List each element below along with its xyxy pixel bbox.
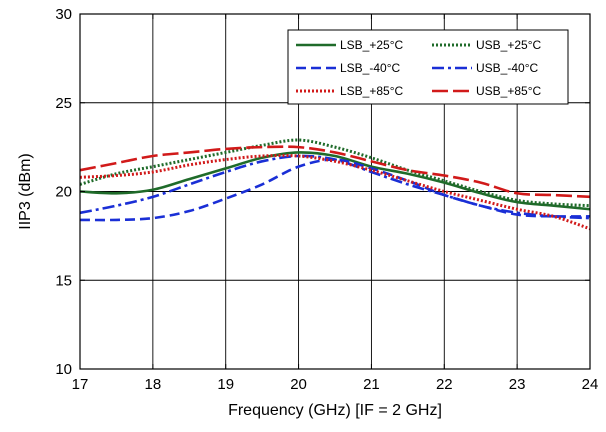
legend-label: LSB_+25°C: [340, 38, 404, 52]
x-tick-label: 20: [290, 376, 307, 393]
x-tick-label: 17: [72, 376, 89, 393]
series-line-lsb-25-c: [79, 151, 591, 211]
series-line-usb-85-c: [79, 145, 591, 199]
legend-label: USB_-40°C: [476, 61, 538, 75]
series-line-usb-40-c: [79, 154, 591, 220]
y-tick-label: 10: [55, 361, 72, 378]
y-tick-label: 15: [55, 272, 72, 289]
legend-label: USB_+25°C: [476, 38, 542, 52]
x-axis-title: Frequency (GHz) [IF = 2 GHz]: [228, 402, 442, 419]
x-tick-label: 22: [436, 376, 453, 393]
x-tick-label: 24: [582, 376, 599, 393]
x-tick-label: 21: [363, 376, 380, 393]
legend-label: LSB_+85°C: [340, 84, 404, 98]
legend: LSB_+25°C USB_+25°C LSB_-40°C USB_-40°C LSB_…: [287, 29, 569, 105]
legend-label: LSB_-40°C: [340, 61, 400, 75]
y-tick-label: 30: [55, 6, 72, 23]
series-line-usb-25-c: [79, 138, 591, 208]
y-axis-title: IIP3 (dBm): [17, 153, 34, 229]
series-line-lsb-85-c: [79, 153, 591, 231]
axis-ticks: 17 18 19 20 21 22 23 24 10 15 20 25 30: [55, 6, 598, 393]
x-tick-label: 19: [217, 376, 234, 393]
series-line-lsb-40-c: [79, 158, 591, 222]
y-tick-label: 20: [55, 184, 72, 201]
x-tick-label: 23: [509, 376, 526, 393]
y-tick-label: 25: [55, 95, 72, 112]
series-lines: [79, 138, 591, 231]
legend-label: USB_+85°C: [476, 84, 542, 98]
x-tick-label: 18: [145, 376, 162, 393]
